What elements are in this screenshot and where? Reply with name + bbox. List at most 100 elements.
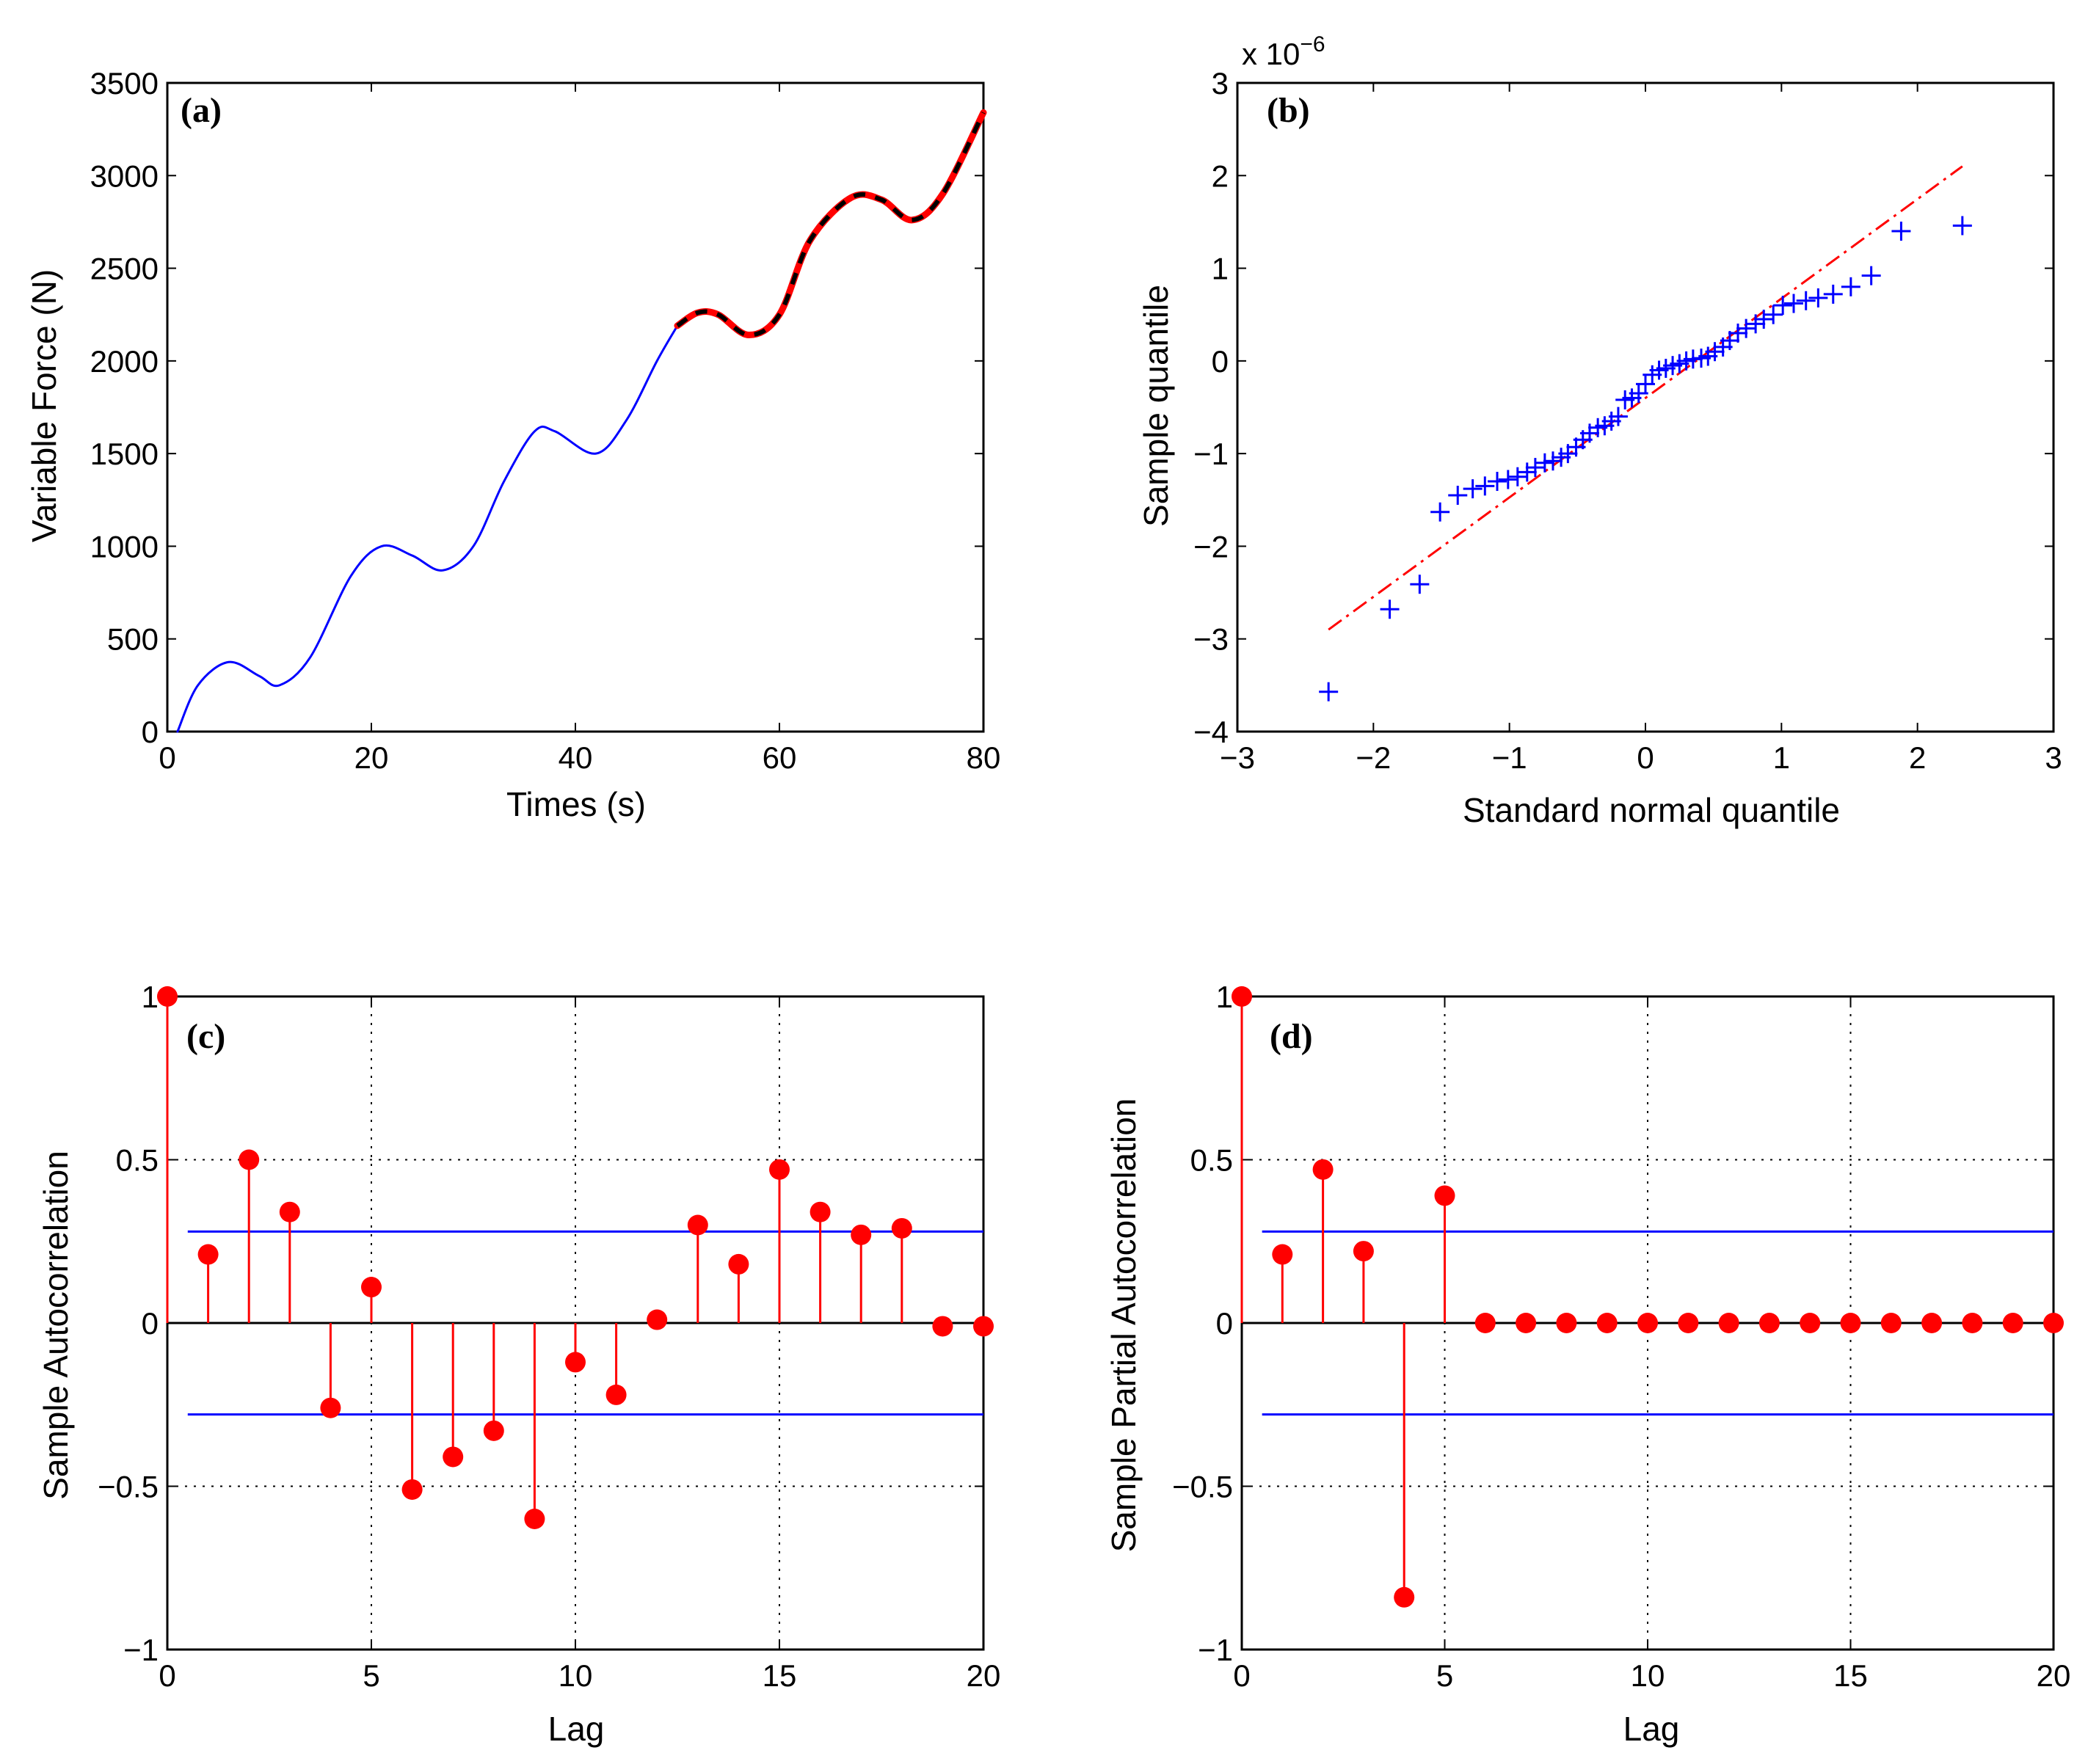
panel-d-marker-8 — [1556, 1313, 1577, 1333]
panel-b-point-13 — [1543, 451, 1563, 471]
panel-d-xtick-label-1: 5 — [1436, 1658, 1453, 1693]
panel-d-ylabel: Sample Partial Autocorrelation — [1105, 1098, 1143, 1553]
panel-b-xtick-label-6: 3 — [2045, 740, 2062, 775]
panel-b-xtick-label-0: −3 — [1220, 740, 1255, 775]
panel-c-xtick-label-0: 0 — [159, 1658, 175, 1693]
panel-a-ylabel: Variable Force (N) — [25, 269, 63, 542]
panel-b-ytick-label-2: −2 — [1193, 529, 1229, 564]
panel-c-marker-14 — [728, 1253, 749, 1275]
panel-d-marker-5 — [1434, 1185, 1455, 1206]
panel-b-point-47 — [1808, 288, 1828, 307]
panel-c-xtick-label-4: 20 — [967, 1658, 1001, 1693]
panel-b-ytick-label-4: 0 — [1212, 344, 1229, 379]
panel-d-marker-17 — [1921, 1313, 1943, 1333]
panel-b-ytick-label-1: −3 — [1193, 622, 1229, 657]
panel-c-marker-16 — [810, 1201, 831, 1222]
panel-d-marker-19 — [2002, 1313, 2023, 1333]
panel-b-point-8 — [1498, 470, 1518, 489]
panel-a-series-signal — [176, 324, 679, 733]
panel-d-marker-2 — [1312, 1159, 1334, 1180]
panel-b-point-49 — [1841, 277, 1860, 296]
panel-a-tag: (a) — [181, 91, 222, 130]
panel-a-xtick-label-4: 80 — [967, 740, 1001, 775]
panel-a-series-actual — [676, 112, 986, 338]
panel-b-xtick-label-4: 1 — [1773, 740, 1790, 775]
panel-b-point-3 — [1430, 502, 1450, 522]
panel-d-marker-6 — [1474, 1313, 1496, 1333]
panel-b-ytick-label-0: −4 — [1193, 715, 1229, 749]
panel-d-xtick-label-0: 0 — [1233, 1658, 1250, 1693]
panel-c-marker-11 — [605, 1384, 627, 1405]
panel-d-marker-13 — [1758, 1313, 1780, 1333]
panel-d-marker-7 — [1516, 1313, 1537, 1333]
panel-a-xtick-label-3: 60 — [763, 740, 797, 775]
panel-c-marker-12 — [647, 1309, 668, 1330]
panel-b-exponent: x 10−6 — [1242, 32, 1325, 71]
panel-b-xtick-label-2: −1 — [1492, 740, 1527, 775]
panel-d-marker-3 — [1353, 1241, 1374, 1262]
panel-c: 0 5 10 15 20 −1 −0.5 0 0.5 1 (c) Lag Sample Autoc… — [37, 980, 1000, 1748]
panel-b-xtick-label-3: 0 — [1637, 740, 1654, 775]
panel-d-ytick-label-4: 1 — [1216, 980, 1233, 1014]
panel-b-point-42 — [1754, 310, 1774, 329]
panel-c-ytick-label-3: 0.5 — [116, 1143, 159, 1178]
panel-d-marker-0 — [1232, 986, 1252, 1007]
panel-c-xlabel: Lag — [548, 1710, 605, 1748]
panel-c-marker-19 — [932, 1316, 953, 1337]
panel-b-point-45 — [1784, 294, 1804, 313]
panel-d-marker-15 — [1840, 1313, 1861, 1333]
panel-b-point-52 — [1952, 216, 1972, 236]
panel-c-ytick-label-4: 1 — [142, 980, 159, 1014]
panel-b-point-11 — [1525, 458, 1545, 478]
panel-b-ytick-label-5: 1 — [1212, 252, 1229, 286]
panel-b-point-36 — [1705, 342, 1725, 362]
panel-b-point-41 — [1746, 314, 1766, 334]
panel-d-marker-4 — [1394, 1586, 1415, 1608]
panel-d-marker-11 — [1678, 1313, 1699, 1333]
panel-b-ytick-label-6: 2 — [1212, 158, 1229, 193]
panel-d-xlabel: Lag — [1623, 1710, 1680, 1748]
panel-c-marker-10 — [565, 1352, 586, 1373]
panel-c-marker-2 — [239, 1149, 260, 1170]
panel-d-tag: (d) — [1270, 1017, 1313, 1056]
panel-d-marker-16 — [1880, 1313, 1902, 1333]
panel-b-point-4 — [1448, 485, 1468, 505]
panel-d-xtick-label-3: 15 — [1833, 1658, 1868, 1693]
panel-d-marker-14 — [1800, 1313, 1821, 1333]
panel-b-point-6 — [1475, 476, 1495, 496]
panel-a-ytick-label-2: 1000 — [90, 529, 159, 564]
panel-b-ylabel: Sample quantile — [1137, 285, 1175, 527]
panel-d-marker-10 — [1637, 1313, 1658, 1333]
panel-d-ytick-label-3: 0.5 — [1190, 1143, 1233, 1178]
panel-c-xtick-label-3: 15 — [763, 1658, 797, 1693]
panel-b-point-22 — [1608, 407, 1628, 426]
panel-b-point-43 — [1764, 305, 1783, 324]
panel-b-point-5 — [1463, 479, 1483, 499]
panel-c-ytick-label-1: −0.5 — [98, 1470, 159, 1504]
panel-b-exponent-base: x 10 — [1242, 37, 1300, 71]
panel-b-point-51 — [1891, 222, 1911, 241]
panel-d-xtick-label-4: 20 — [2037, 1658, 2071, 1693]
panel-b-xtick-label-5: 2 — [1909, 740, 1926, 775]
panel-d-marker-9 — [1596, 1313, 1618, 1333]
panel-c-xtick-label-2: 10 — [559, 1658, 593, 1693]
panel-b-xlabel: Standard normal quantile — [1463, 791, 1840, 829]
panel-b-point-50 — [1861, 266, 1881, 285]
panel-a-xtick-label-1: 20 — [354, 740, 389, 775]
panel-a-ytick-label-4: 2000 — [90, 344, 159, 379]
panel-b-reference-line — [1328, 165, 1963, 631]
panel-b-point-39 — [1728, 323, 1748, 343]
panel-a-xtick-label-0: 0 — [159, 740, 175, 775]
panel-c-marker-6 — [401, 1479, 423, 1500]
panel-b-exponent-power: −6 — [1300, 32, 1325, 57]
panel-b-xtick-label-1: −2 — [1356, 740, 1391, 775]
panel-d: 0 5 10 15 20 −1 −0.5 0 0.5 1 (d) Lag Sample Parti… — [1105, 980, 2070, 1748]
panel-a-xlabel: Times (s) — [506, 785, 646, 823]
panel-d-marker-20 — [2043, 1313, 2064, 1333]
panel-c-marker-3 — [279, 1201, 300, 1222]
panel-d-ytick-label-1: −0.5 — [1172, 1470, 1233, 1504]
panel-b-point-0 — [1319, 682, 1339, 701]
panel-b-ytick-label-7: 3 — [1212, 66, 1229, 101]
